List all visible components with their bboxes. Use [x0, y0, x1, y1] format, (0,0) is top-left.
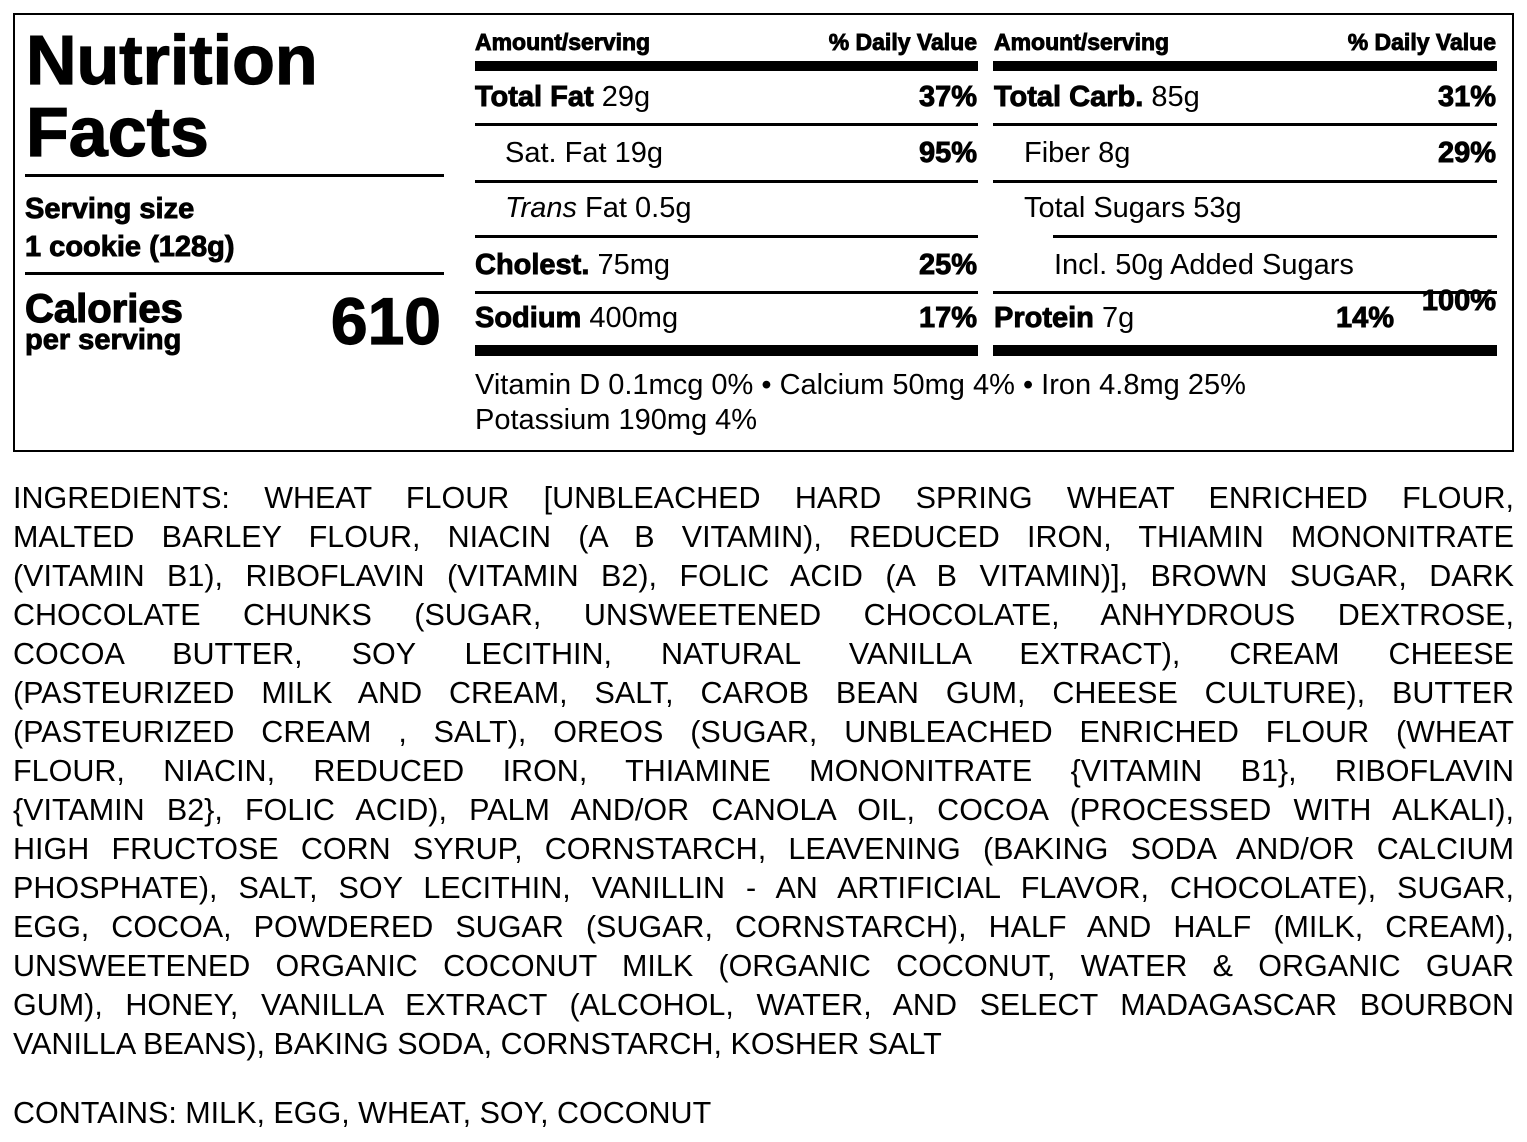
divider [475, 180, 978, 183]
protein-extra-dv: 100% [1421, 285, 1496, 318]
title: Nutrition Facts [25, 21, 318, 171]
row-cholesterol: Cholest. 75mg 25% [475, 249, 978, 282]
serving-size-label: Serving size [25, 193, 195, 226]
divider [1053, 235, 1497, 238]
row-added-sugars: Incl. 50g Added Sugars [1054, 249, 1354, 281]
header-amount: Amount/serving [475, 29, 651, 56]
ingredients: INGREDIENTS: WHEAT FLOUR [UNBLEACHED HAR… [13, 479, 1514, 1064]
thick-divider [475, 345, 978, 356]
calories-value: 610 [330, 284, 441, 358]
ingredients-line: UNSWEETENED ORGANIC COCONUT MILK (ORGANI… [13, 949, 1514, 983]
right-table-header: Amount/serving % Daily Value [994, 28, 1497, 62]
title-line-1: Nutrition [25, 21, 318, 99]
header-amount: Amount/serving [994, 29, 1170, 56]
ingredients-line: GUM), HONEY, VANILLA EXTRACT (ALCOHOL, W… [13, 988, 1514, 1022]
divider [993, 123, 1497, 126]
row-trans-fat: Trans Fat 0.5g [505, 192, 692, 224]
left-table-header: Amount/serving % Daily Value [475, 28, 978, 62]
divider [475, 235, 978, 238]
thick-divider [993, 61, 1497, 71]
header-daily-value: % Daily Value [1347, 29, 1496, 56]
title-line-2: Facts [25, 93, 209, 171]
thick-divider [993, 345, 1497, 356]
divider [25, 272, 444, 275]
ingredients-line: {VITAMIN B2}, FOLIC ACID), PALM AND/OR C… [13, 793, 1514, 827]
header-daily-value: % Daily Value [828, 29, 977, 56]
row-total-sugars: Total Sugars 53g [1024, 192, 1242, 224]
ingredients-line: (VITAMIN B1), RIBOFLAVIN (VITAMIN B2), F… [13, 559, 1514, 593]
divider [993, 291, 1497, 294]
calories-label: Calories [24, 287, 183, 331]
thick-divider [475, 61, 978, 71]
vitamins-line-1: Vitamin D 0.1mcg 0% • Calcium 50mg 4% • … [475, 369, 1246, 401]
divider [25, 174, 444, 177]
divider [475, 123, 978, 126]
ingredients-line: FLOUR, NIACIN, REDUCED IRON, THIAMINE MO… [13, 754, 1514, 788]
nutrition-facts-panel [13, 13, 1514, 452]
calories-sub: per serving [25, 324, 182, 357]
ingredients-line: COCOA BUTTER, SOY LECITHIN, NATURAL VANI… [13, 637, 1514, 671]
ingredients-line: INGREDIENTS: WHEAT FLOUR [UNBLEACHED HAR… [13, 481, 1514, 515]
ingredients-line: EGG, COCOA, POWDERED SUGAR (SUGAR, CORNS… [13, 910, 1514, 944]
ingredients-line: (PASTEURIZED CREAM , SALT), OREOS (SUGAR… [13, 715, 1514, 749]
ingredients-line: (PASTEURIZED MILK AND CREAM, SALT, CAROB… [13, 676, 1514, 710]
serving-size-value: 1 cookie (128g) [25, 231, 235, 264]
ingredients-line: VANILLA BEANS), BAKING SODA, CORNSTARCH,… [13, 1027, 942, 1061]
row-total-carb: Total Carb. 85g 31% [994, 81, 1497, 114]
contains-allergens: CONTAINS: MILK, EGG, WHEAT, SOY, COCONUT [13, 1096, 712, 1130]
row-total-fat: Total Fat 29g 37% [475, 81, 978, 114]
row-sat-fat: Sat. Fat 19g 95% [505, 137, 977, 170]
row-sodium: Sodium 400mg 17% [475, 302, 978, 335]
ingredients-line: CHOCOLATE CHUNKS (SUGAR, UNSWEETENED CHO… [13, 598, 1514, 632]
divider [475, 291, 978, 294]
row-protein: Protein 7g 14% [994, 302, 1395, 335]
ingredients-line: MALTED BARLEY FLOUR, NIACIN (A B VITAMIN… [13, 520, 1514, 554]
row-fiber: Fiber 8g 29% [1024, 137, 1496, 170]
ingredients-line: HIGH FRUCTOSE CORN SYRUP, CORNSTARCH, LE… [13, 832, 1514, 866]
divider [993, 180, 1497, 183]
ingredients-line: PHOSPHATE), SALT, SOY LECITHIN, VANILLIN… [13, 871, 1514, 905]
vitamins-line-2: Potassium 190mg 4% [475, 404, 758, 436]
